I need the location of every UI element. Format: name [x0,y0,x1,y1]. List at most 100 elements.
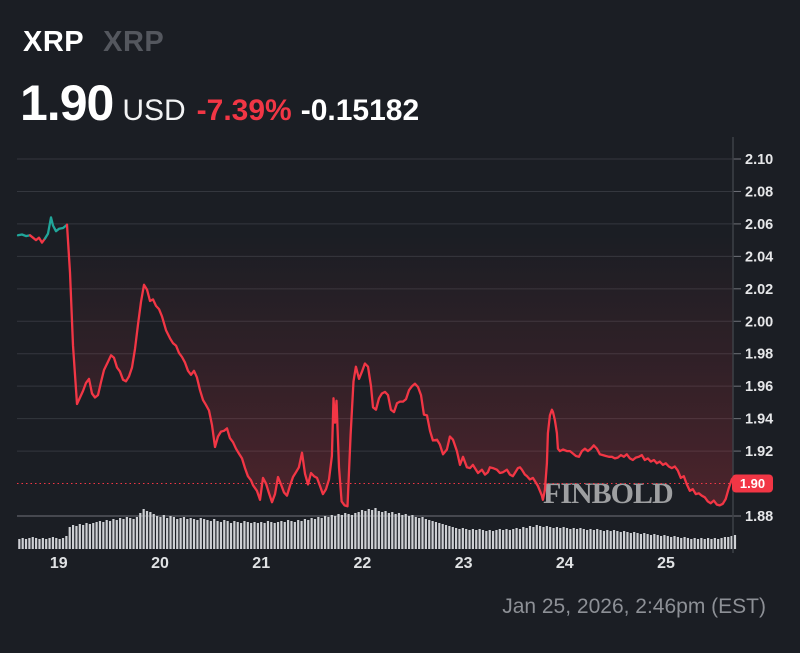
volume-bar [404,514,407,549]
y-tick-label: 2.02 [745,282,773,298]
volume-bar [58,539,61,549]
volume-bar [344,513,347,549]
volume-bar [337,514,340,549]
volume-bar [518,529,522,549]
volume-bar [199,518,202,549]
volume-bar [209,521,212,549]
finbold-watermark: FINBOLD [543,477,674,510]
volume-bar [680,538,683,549]
volume-bar [448,526,451,549]
volume-bar [565,528,569,549]
volume-bar [498,529,501,549]
volume-bar [196,520,199,549]
x-tick-label: 25 [657,555,675,572]
volume-bar [182,517,186,549]
volume-bar [21,538,24,549]
volume-bar [300,521,303,549]
x-tick-label: 23 [455,555,473,572]
volume-bar [98,521,102,549]
volume-bar [149,512,152,549]
volume-bar [569,529,572,549]
volume-bar [226,521,229,549]
volume-bar [334,516,337,549]
volume-bar [65,536,68,549]
volume-bar [350,515,354,549]
volume-bar [166,518,169,549]
volume-bar [401,515,404,549]
volume-bar [690,539,693,549]
volume-bar [441,524,444,549]
volume-bar [347,514,350,549]
volume-bar [112,519,115,549]
volume-bar [582,529,585,549]
volume-bar [663,535,666,549]
volume-bar [391,512,394,549]
volume-bar [280,521,283,549]
volume-bar [461,528,464,549]
volume-bar [92,523,95,549]
volume-bar [250,523,253,549]
volume-bar [122,519,125,549]
volume-bar [522,527,525,549]
volume-bar [206,520,209,549]
asset-symbol-secondary: XRP [103,26,165,58]
volume-bar [579,528,582,549]
volume-bar [545,526,548,549]
volume-bar [549,527,552,549]
volume-bar [633,532,636,549]
volume-bar [31,537,34,549]
volume-bar [612,530,616,549]
volume-bar [186,519,189,549]
volume-bar [502,530,505,549]
volume-bar [485,531,488,549]
volume-bar [229,523,233,549]
volume-bar [24,539,28,549]
volume-bar [626,532,629,549]
volume-bar [515,528,518,549]
volume-bar [562,527,565,549]
volume-bar [407,516,411,549]
volume-bar [340,515,343,549]
volume-bar [387,513,391,549]
y-tick-label: 2.00 [745,314,773,330]
volume-bar [394,514,397,549]
volume-bar [119,518,122,549]
volume-bar [609,531,612,549]
volume-bar [666,536,669,549]
volume-bar [108,521,112,549]
volume-bar [720,538,723,549]
volume-bar [142,509,145,549]
volume-bar [532,527,535,549]
volume-bar [55,538,58,549]
volume-bar [606,530,609,549]
asset-symbol: XRP [23,26,85,58]
volume-bar [132,519,135,549]
volume-bar [357,512,360,549]
volume-bar [491,531,495,549]
volume-bar [444,525,448,549]
volume-bar [384,511,387,549]
volume-bar [287,520,290,549]
price-line-segment-up [16,233,32,238]
volume-bar [35,538,38,549]
volume-bar [367,509,370,549]
volume-bar [418,518,421,549]
current-price-badge-label: 1.90 [740,476,765,491]
y-tick-label: 1.92 [745,444,773,460]
volume-bar [159,517,162,549]
volume-bar [599,530,602,549]
volume-bar [273,523,276,549]
volume-bar [125,517,128,549]
volume-bar [539,526,542,549]
volume-bar [179,518,182,549]
volume-bar [475,530,478,549]
price-line-segment-down [28,234,47,244]
volume-bar [411,515,414,549]
price-change-percent: -7.39% [196,94,292,127]
volume-bar [219,522,223,549]
y-tick-label: 2.06 [745,217,773,233]
volume-bar [468,530,471,549]
header-price-row: 1.90 USD -7.39% -0.15182 [20,74,419,132]
currency-label: USD [122,94,186,127]
